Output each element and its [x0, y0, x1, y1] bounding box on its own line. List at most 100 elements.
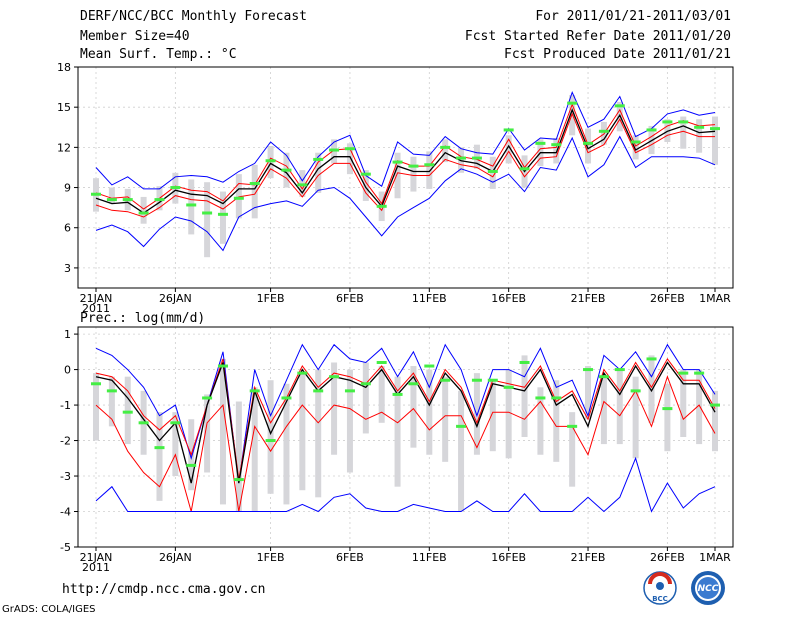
precipitation-spread-bar	[283, 383, 290, 505]
chart-title: DERF/NCC/BCC Monthly Forecast	[80, 9, 307, 24]
temperature-observed-marker	[329, 148, 340, 152]
temperature-observed-marker	[456, 156, 467, 160]
precipitation-spread-bar	[346, 369, 353, 473]
temperature-observed-marker	[392, 160, 403, 164]
precipitation-spread-bar	[204, 394, 211, 473]
temperature-series-max	[95, 91, 716, 190]
precipitation-x-tick-label: 26JAN	[159, 551, 192, 564]
precipitation-observed-marker	[91, 382, 101, 386]
temperature-x-tick-label: 1MAR	[699, 292, 731, 305]
temperature-x-tick-label: 11FEB	[412, 292, 447, 305]
temperature-spread-bar	[505, 135, 512, 164]
precipitation-x-tick-label: 1FEB	[257, 551, 285, 564]
precipitation-observed-marker	[233, 478, 244, 482]
temperature-observed-marker	[424, 163, 435, 167]
precipitation-spread-bar	[331, 362, 338, 455]
precipitation-observed-marker	[487, 378, 498, 382]
precipitation-observed-marker	[170, 421, 181, 425]
precipitation-observed-marker	[662, 407, 673, 411]
temperature-observed-marker	[440, 145, 451, 149]
precipitation-spread-bar	[426, 369, 433, 455]
grads-credit: GrADS: COLA/IGES	[2, 604, 96, 615]
temperature-observed-marker	[106, 198, 117, 202]
temperature-y-tick-label: 12	[57, 141, 71, 154]
precipitation-y-tick-label: -4	[60, 506, 71, 519]
precipitation-spread-bar	[93, 373, 99, 441]
precipitation-observed-marker	[471, 378, 482, 382]
precipitation-spread-bar	[489, 380, 496, 452]
precipitation-plot-frame	[77, 326, 734, 548]
temperature-x-tick-label: 6FEB	[336, 292, 364, 305]
temperature-observed-marker	[694, 125, 705, 129]
precipitation-y-tick-label: -1	[60, 399, 71, 412]
precipitation-observed-marker	[583, 368, 594, 372]
precipitation-observed-marker	[519, 360, 530, 364]
temperature-spread-bar	[426, 151, 433, 189]
temperature-series-lower	[95, 112, 715, 218]
temperature-observed-marker	[186, 203, 197, 207]
precipitation-spread-bar	[378, 366, 385, 423]
precipitation-spread-bar	[664, 383, 671, 452]
temperature-y-tick-label: 3	[64, 262, 71, 275]
precipitation-spread-bar	[648, 355, 655, 423]
precipitation-y-tick-label: 0	[64, 364, 71, 377]
footer-url[interactable]: http://cmdp.ncc.cma.gov.cn	[62, 582, 266, 597]
temperature-x-tick-label: 1FEB	[257, 292, 285, 305]
precipitation-observed-marker	[202, 396, 213, 400]
temperature-observed-marker	[583, 141, 594, 145]
precipitation-panel-title: Prec.: log(mm/d)	[80, 311, 205, 326]
precipitation-y-tick-label: 1	[64, 328, 71, 341]
precipitation-observed-marker	[440, 378, 451, 382]
bcc-logo-text: BCC	[652, 595, 668, 603]
precipitation-series-upper	[95, 357, 716, 480]
precipitation-observed-marker	[678, 371, 689, 375]
temperature-observed-marker	[91, 192, 101, 196]
precipitation-x-tick-label: 26FEB	[650, 551, 685, 564]
variable-label: Mean Surf. Temp.: °C	[80, 47, 237, 62]
precipitation-spread-bar	[553, 380, 560, 462]
temperature-spread-bar	[219, 191, 226, 244]
precipitation-observed-marker	[598, 375, 609, 379]
precipitation-x-tick-label: 6FEB	[336, 551, 364, 564]
precipitation-observed-marker	[281, 396, 292, 400]
precipitation-observed-marker	[122, 410, 133, 414]
temperature-y-tick-label: 15	[57, 101, 71, 114]
precipitation-observed-marker	[392, 392, 403, 396]
temperature-spread-bar	[394, 152, 401, 199]
temperature-series-upper	[95, 103, 716, 210]
temperature-y-tick-label: 9	[64, 182, 71, 195]
precipitation-observed-marker	[297, 371, 308, 375]
temperature-observed-marker	[503, 128, 514, 132]
temperature-spread-bar	[680, 116, 687, 149]
precipitation-spread-bar	[473, 373, 480, 455]
temperature-x-tick-label: 26JAN	[159, 292, 192, 305]
precipitation-series-min	[95, 456, 716, 513]
temperature-spread-bar	[108, 187, 115, 204]
precipitation-observed-marker	[249, 389, 260, 393]
precipitation-spread-bar	[108, 376, 115, 427]
precipitation-observed-marker	[217, 364, 228, 368]
precipitation-spread-bar	[521, 355, 528, 437]
precipitation-observed-marker	[694, 371, 705, 375]
temperature-x-tick-sublabel: 2011	[82, 302, 110, 315]
temperature-spread-bar	[442, 139, 449, 163]
temperature-series-mean	[95, 108, 716, 214]
precipitation-observed-marker	[567, 424, 578, 428]
bcc-logo: BCC	[643, 571, 677, 605]
precipitation-series-mean	[95, 361, 716, 484]
precipitation-spread-bar	[172, 412, 179, 477]
precipitation-observed-marker	[535, 396, 546, 400]
temperature-observed-marker	[662, 120, 673, 124]
precipitation-series-max	[95, 343, 716, 484]
precipitation-series-lower	[95, 375, 716, 512]
temperature-spread-bar	[235, 174, 242, 219]
temperature-observed-marker	[408, 164, 419, 168]
temperature-plot-frame	[77, 66, 734, 289]
temperature-observed-marker	[249, 182, 260, 186]
precipitation-spread-bar	[394, 376, 401, 487]
precipitation-x-tick-label: 16FEB	[491, 551, 526, 564]
temperature-observed-marker	[551, 143, 562, 147]
temperature-observed-marker	[344, 147, 355, 151]
temperature-observed-marker	[678, 120, 689, 124]
